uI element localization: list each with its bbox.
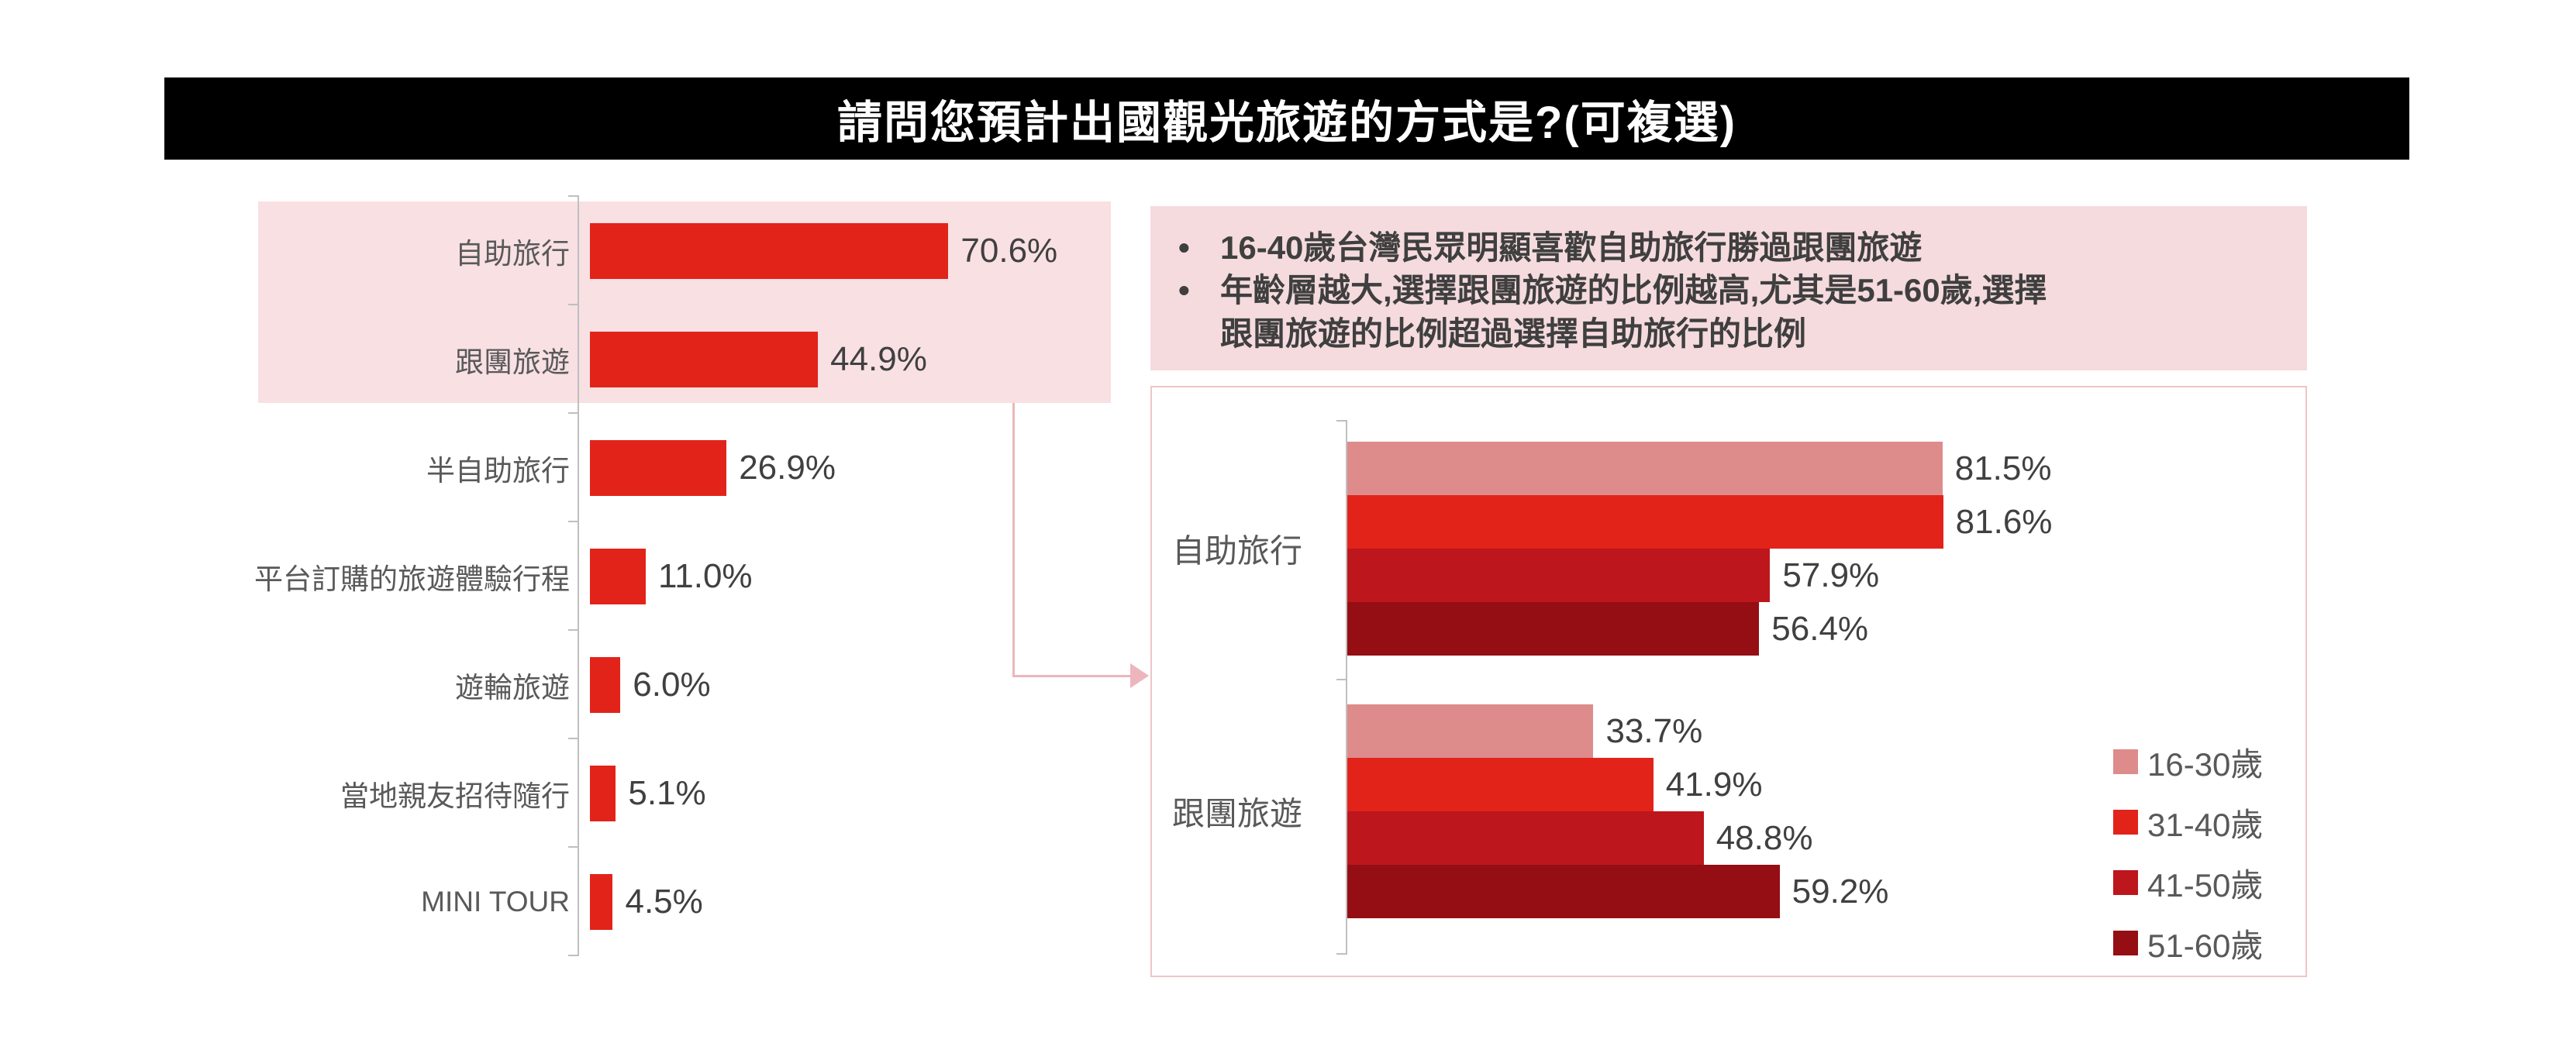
category-label: 跟團旅遊: [1172, 795, 1303, 832]
bar: [590, 223, 949, 279]
category-label: MINI TOUR: [421, 886, 570, 917]
value-label: 4.5%: [625, 883, 703, 921]
legend-label: 51-60歲: [2147, 927, 2264, 964]
bar: [590, 874, 613, 930]
note-text: 16-40歲台灣民眾明顯喜歡自助旅行勝過跟團旅遊: [1220, 229, 1923, 266]
value-label: 44.9%: [830, 340, 927, 378]
legend-swatch-31-40: [2113, 810, 2138, 835]
axis-tick: [568, 195, 578, 197]
value-label: 48.8%: [1716, 818, 1813, 857]
bar: [590, 549, 647, 604]
value-label: 41.9%: [1665, 765, 1763, 804]
bar-row: 跟團旅遊 44.9%: [124, 305, 1287, 414]
note-text: 年齡層越大,選擇跟團旅遊的比例越高,尤其是51-60歲,選擇跟團旅遊的比例超過選…: [1220, 272, 2047, 352]
axis-tick: [568, 955, 578, 956]
category-label: 當地親友招待隨行: [340, 780, 570, 812]
axis-tick: [1336, 953, 1347, 955]
right-chart-axis: [1346, 420, 1347, 955]
legend-label: 41-50歲: [2147, 866, 2264, 904]
group-bar: 48.8%: [1347, 811, 1812, 865]
axis-tick: [568, 629, 578, 631]
title-bar: 請問您預計出國觀光旅遊的方式是?(可複選): [164, 77, 2409, 160]
value-label: 33.7%: [1605, 711, 1703, 750]
bullet-icon: [1178, 226, 1220, 269]
axis-tick: [568, 846, 578, 848]
bar: [1347, 811, 1704, 865]
group-bar: 59.2%: [1347, 865, 1888, 918]
bar: [590, 440, 727, 496]
legend-item: 16-30歲: [2113, 742, 2263, 783]
bar-row: 半自助旅行 26.9%: [124, 414, 1287, 522]
axis-tick: [568, 412, 578, 414]
category-label: 半自助旅行: [426, 455, 570, 487]
bar: [590, 332, 819, 387]
bar: [1347, 602, 1760, 656]
value-label: 81.6%: [1955, 502, 2053, 541]
group-bar: 81.6%: [1347, 495, 2052, 549]
bar: [1347, 495, 1943, 549]
category-label: 跟團旅遊: [455, 346, 570, 378]
bar: [1347, 865, 1780, 918]
value-label: 11.0%: [658, 557, 753, 595]
axis-tick: [1336, 420, 1347, 422]
value-label: 70.6%: [960, 232, 1058, 270]
value-label: 5.1%: [628, 774, 706, 812]
legend-label: 31-40歲: [2147, 806, 2264, 843]
value-label: 56.4%: [1771, 609, 1869, 648]
axis-tick: [568, 521, 578, 522]
value-label: 6.0%: [633, 666, 711, 704]
legend-item: 51-60歲: [2113, 924, 2263, 964]
insight-note: 16-40歲台灣民眾明顯喜歡自助旅行勝過跟團旅遊 年齡層越大,選擇跟團旅遊的比例…: [1150, 206, 2307, 370]
axis-tick: [1336, 679, 1347, 680]
value-label: 81.5%: [1954, 449, 2052, 487]
bar-row: 當地親友招待隨行 5.1%: [124, 739, 1287, 848]
legend-swatch-16-30: [2113, 749, 2138, 774]
legend-label: 16-30歲: [2147, 745, 2264, 783]
note-bullet: 16-40歲台灣民眾明顯喜歡自助旅行勝過跟團旅遊: [1178, 226, 2279, 269]
bar: [1347, 442, 1943, 495]
group-bar: 57.9%: [1347, 549, 1879, 602]
connector-line: [1012, 403, 1015, 676]
bar-row: 自助旅行 70.6%: [124, 197, 1287, 305]
legend-swatch-51-60: [2113, 931, 2138, 955]
group-bar: 81.5%: [1347, 442, 2051, 495]
legend-item: 41-50歲: [2113, 863, 2263, 904]
group-bar: 33.7%: [1347, 704, 1702, 758]
bar: [590, 657, 621, 713]
axis-tick: [568, 738, 578, 739]
note-bullet: 年齡層越大,選擇跟團旅遊的比例越高,尤其是51-60歲,選擇跟團旅遊的比例超過選…: [1178, 269, 2279, 355]
legend: 16-30歲 31-40歲 41-50歲 51-60歲: [2113, 742, 2263, 984]
overall-bar-chart: 自助旅行 70.6% 跟團旅遊 44.9% 半自助旅行 26.9% 平台訂購的旅…: [124, 197, 1287, 956]
group-bar: 56.4%: [1347, 602, 1868, 656]
value-label: 59.2%: [1791, 872, 1889, 910]
bar: [1347, 704, 1594, 758]
bar: [590, 766, 616, 821]
page-title: 請問您預計出國觀光旅遊的方式是?(可複選): [836, 98, 1737, 148]
axis-tick: [568, 304, 578, 305]
age-breakdown-chart: 自助旅行 跟團旅遊 81.5% 81.6% 57.9% 56.4% 33.7% …: [1150, 386, 2307, 977]
connector-arrow-icon: [1130, 663, 1149, 688]
category-label: 遊輪旅遊: [455, 672, 570, 704]
bar: [1347, 758, 1654, 811]
category-label: 平台訂購的旅遊體驗行程: [254, 563, 570, 595]
value-label: 57.9%: [1782, 556, 1880, 594]
left-chart-axis: [578, 195, 579, 956]
bar-row: 遊輪旅遊 6.0%: [124, 631, 1287, 739]
bullet-icon: [1178, 269, 1220, 312]
connector-line: [1012, 675, 1133, 677]
legend-item: 31-40歲: [2113, 803, 2263, 843]
category-label: 自助旅行: [1172, 532, 1303, 570]
bar: [1347, 549, 1771, 602]
group-bar: 41.9%: [1347, 758, 1762, 811]
bar-row: MINI TOUR 4.5%: [124, 848, 1287, 956]
value-label: 26.9%: [739, 449, 836, 487]
bar-row: 平台訂購的旅遊體驗行程 11.0%: [124, 522, 1287, 631]
category-label: 自助旅行: [455, 238, 570, 270]
legend-swatch-41-50: [2113, 870, 2138, 895]
